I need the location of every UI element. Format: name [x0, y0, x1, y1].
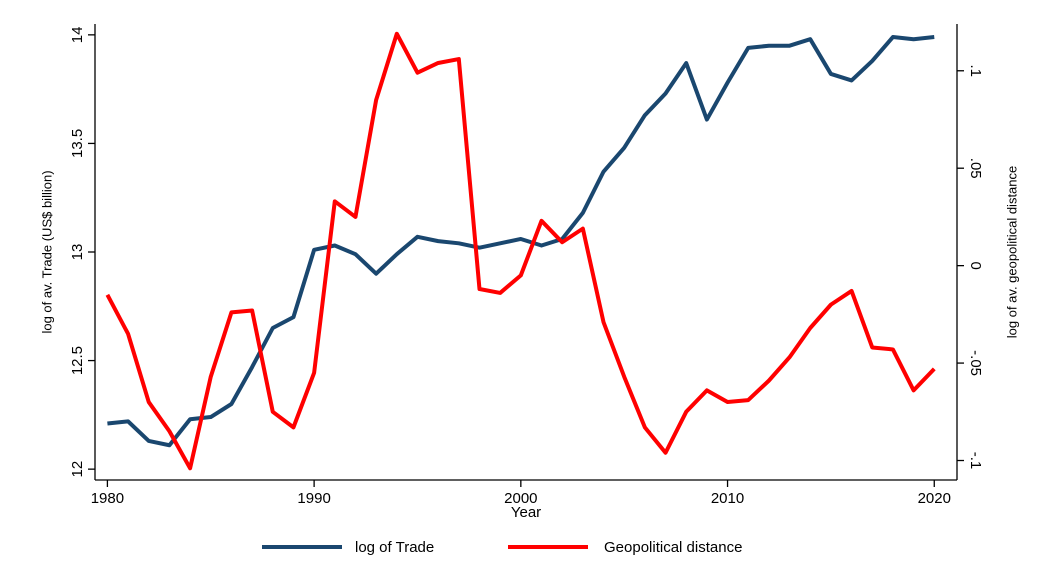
legend-label: log of Trade	[355, 539, 434, 556]
y2-tick-label: -.1	[967, 452, 984, 470]
y2-tick-label: .1	[967, 65, 984, 78]
y-tick-label: 13	[69, 244, 86, 261]
line-series	[107, 35, 935, 448]
x-tick-label: 2000	[504, 490, 537, 507]
y2-tick-label: -.05	[967, 350, 984, 376]
x-tick-label: 2020	[918, 490, 951, 507]
x-tick-label: 1990	[297, 490, 330, 507]
legend-label: Geopolitical distance	[604, 539, 742, 556]
x-axis-title: Year	[511, 504, 541, 521]
x-tick-label: 2010	[711, 490, 744, 507]
y2-tick-label: 0	[967, 261, 984, 269]
x-tick-label: 1980	[91, 490, 124, 507]
y2-tick-label: .05	[967, 158, 984, 179]
y-tick-label: 13.5	[69, 129, 86, 158]
line-series	[105, 31, 936, 471]
y2-axis-title: log of av. geopolitical distance	[1004, 166, 1019, 338]
y-tick-label: 12.5	[69, 346, 86, 375]
y-axis-title: log of av. Trade (US$ billion)	[39, 170, 54, 333]
y-tick-label: 14	[69, 27, 86, 44]
y-tick-label: 12	[69, 461, 86, 478]
